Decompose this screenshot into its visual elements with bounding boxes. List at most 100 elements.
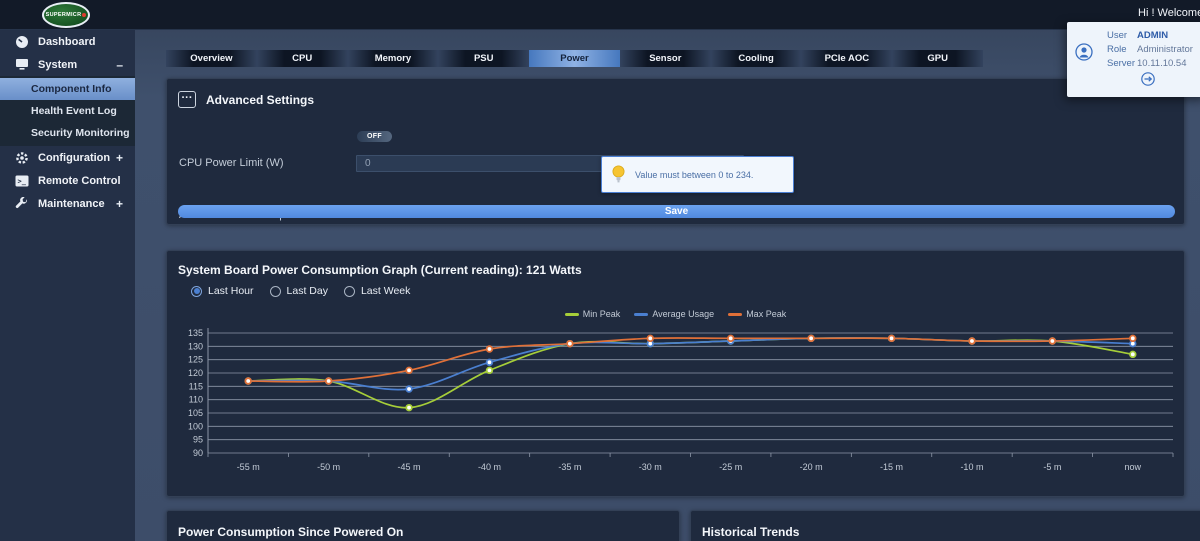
sidebar-item-maintenance[interactable]: Maintenance + (0, 192, 135, 215)
save-button[interactable]: Save (178, 205, 1175, 218)
svg-text:-40 m: -40 m (478, 462, 501, 472)
terminal-icon: >_ (14, 173, 29, 188)
svg-text:-50 m: -50 m (317, 462, 340, 472)
sidebar-item-label: Maintenance (38, 197, 105, 210)
tab-power[interactable]: Power (529, 50, 620, 67)
legend-label: Min Peak (582, 309, 621, 319)
sidebar-item-label: Configuration (38, 151, 111, 164)
user-value: ADMIN (1137, 30, 1169, 41)
validation-tooltip-text: Value must between 0 to 234. (635, 169, 754, 180)
svg-text:-35 m: -35 m (558, 462, 581, 472)
server-label: Server (1107, 58, 1135, 69)
svg-text:-15 m: -15 m (880, 462, 903, 472)
svg-text:95: 95 (193, 435, 203, 445)
sidebar-item-health-event-log[interactable]: Health Event Log (0, 100, 135, 122)
chart-area: 90 95 100 105 110 115 120 125 130 135 -55 m -50 m -4… (178, 323, 1175, 483)
auto-power-cap-toggle[interactable]: OFF (357, 131, 392, 142)
radio-last-hour[interactable]: Last Hour (191, 285, 254, 297)
legend-dash-icon (634, 312, 649, 316)
legend-label: Average Usage (652, 309, 715, 319)
sidebar-item-configuration[interactable]: Configuration + (0, 146, 135, 169)
legend-item[interactable]: Min Peak (564, 309, 621, 319)
sidebar-item-security-monitoring[interactable]: Security Monitoring (0, 122, 135, 144)
server-value: 10.11.10.54 (1137, 58, 1187, 69)
svg-text:105: 105 (188, 408, 203, 418)
advanced-settings-header: ··· Advanced Settings (178, 91, 314, 108)
tab-psu[interactable]: PSU (438, 50, 530, 67)
svg-text:100: 100 (188, 421, 203, 431)
radio-icon (191, 285, 202, 297)
radio-label: Last Day (286, 285, 328, 297)
power-since-powered-panel: Power Consumption Since Powered On (166, 510, 680, 541)
svg-text:125: 125 (188, 355, 203, 365)
power-since-powered-title: Power Consumption Since Powered On (178, 525, 404, 539)
historical-trends-panel: Historical Trends (690, 510, 1200, 541)
legend-item[interactable]: Max Peak (728, 309, 786, 319)
power-graph-panel: System Board Power Consumption Graph (Cu… (166, 250, 1185, 497)
wrench-icon (14, 196, 29, 211)
toggle-state-label: OFF (367, 133, 382, 140)
role-label: Role (1107, 44, 1127, 55)
sidebar-item-label: Component Info (31, 83, 112, 95)
svg-text:90: 90 (193, 448, 203, 458)
monitor-icon (14, 57, 29, 72)
sidebar-item-remote-control[interactable]: >_ Remote Control (0, 169, 135, 192)
radio-last-day[interactable]: Last Day (269, 285, 328, 297)
svg-text:-45 m: -45 m (398, 462, 421, 472)
advanced-settings-panel: ··· Advanced Settings Automatic Power Ca… (166, 78, 1185, 225)
radio-label: Last Week (360, 285, 411, 297)
svg-text:-10 m: -10 m (960, 462, 983, 472)
logout-icon[interactable] (1141, 72, 1155, 91)
legend-label: Max Peak (746, 309, 787, 319)
sidebar-item-label: Remote Control (38, 174, 121, 187)
legend-item[interactable]: Average Usage (634, 309, 714, 319)
svg-text:-5 m: -5 m (1043, 462, 1061, 472)
radio-last-week[interactable]: Last Week (343, 285, 411, 297)
sidebar-item-label: Security Monitoring (31, 127, 130, 139)
gear-icon (14, 150, 29, 165)
sidebar-item-label: System (38, 58, 78, 71)
sidebar-item-label: Health Event Log (31, 105, 117, 117)
gauge-icon (14, 34, 29, 49)
tab-cpu[interactable]: CPU (256, 50, 348, 67)
tab-pcie-aoc[interactable]: PCIe AOC (801, 50, 893, 67)
sidebar-item-label: Dashboard (38, 35, 96, 48)
expand-plus-icon[interactable]: + (115, 196, 123, 211)
svg-text:135: 135 (188, 328, 203, 338)
graph-title: System Board Power Consumption Graph (Cu… (178, 263, 582, 277)
sidebar: Dashboard System – Component Info Health… (0, 30, 135, 541)
radio-icon (343, 285, 355, 297)
logo-red-dot-icon (82, 13, 87, 17)
sidebar-item-component-info[interactable]: Component Info (0, 78, 135, 100)
supermicro-logo-text: SUPERMICR (45, 12, 82, 18)
tab-overview[interactable]: Overview (166, 50, 257, 67)
svg-text:now: now (1125, 462, 1142, 472)
user-label: User (1107, 30, 1128, 41)
collapse-minus-icon[interactable]: – (116, 57, 123, 72)
role-value: Administrator (1137, 44, 1193, 55)
historical-trends-title: Historical Trends (702, 525, 800, 539)
svg-text:-20 m: -20 m (800, 462, 823, 472)
chart-legend: Min Peak Average Usage Max Peak (167, 309, 1184, 319)
svg-text:130: 130 (188, 341, 203, 351)
svg-text:-55 m: -55 m (237, 462, 260, 472)
svg-text:-30 m: -30 m (639, 462, 662, 472)
lightbulb-icon (612, 165, 625, 183)
supermicro-logo[interactable]: SUPERMICR (42, 2, 90, 28)
tab-gpu[interactable]: GPU (892, 50, 984, 67)
tab-sensor[interactable]: Sensor (619, 50, 711, 67)
svg-text:120: 120 (188, 368, 203, 378)
svg-text:>_: >_ (17, 177, 26, 185)
advanced-settings-title: Advanced Settings (206, 92, 315, 107)
welcome-text: Hi ! Welcome bac (1138, 7, 1200, 19)
user-avatar-icon (1075, 43, 1093, 66)
radio-label: Last Hour (208, 285, 254, 297)
sidebar-item-system[interactable]: System – (0, 53, 135, 76)
tab-cooling[interactable]: Cooling (710, 50, 802, 67)
expand-plus-icon[interactable]: + (115, 150, 123, 165)
tab-memory[interactable]: Memory (347, 50, 439, 67)
time-range-radios: Last Hour Last Day Last Week (191, 285, 410, 297)
sidebar-item-dashboard[interactable]: Dashboard (0, 30, 135, 53)
legend-dash-icon (564, 312, 579, 316)
